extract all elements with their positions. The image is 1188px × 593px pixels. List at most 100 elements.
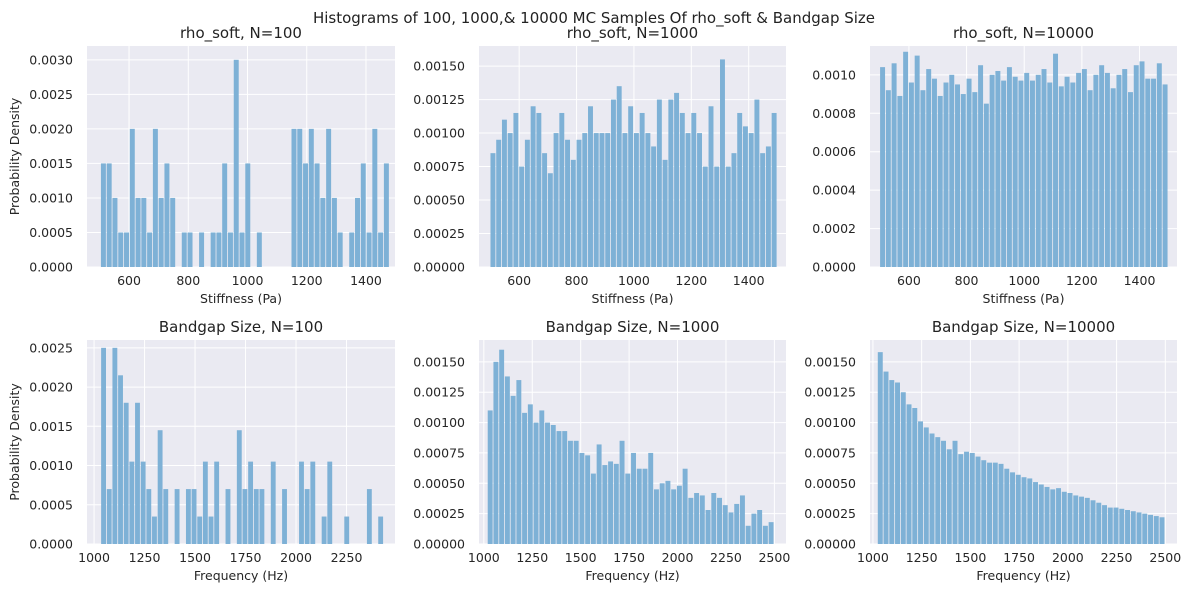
- histogram-bar: [610, 99, 616, 267]
- histogram-bar: [952, 440, 958, 544]
- histogram-bar: [722, 505, 728, 544]
- histogram-bar: [135, 402, 140, 544]
- x-tick-label: 600: [117, 273, 141, 288]
- histogram-bar: [297, 128, 303, 267]
- histogram-bar: [966, 78, 972, 268]
- y-tick-label: 0.00050: [413, 476, 465, 491]
- y-tick-label: 0.0000: [29, 537, 73, 552]
- histogram-bar: [553, 133, 559, 267]
- x-tick-label: 1400: [1124, 273, 1156, 288]
- histogram-bar: [992, 462, 998, 544]
- histogram-bar: [941, 440, 946, 544]
- y-tick-label: 0.0000: [29, 260, 73, 275]
- histogram-bar: [181, 232, 187, 267]
- histogram-bar: [593, 133, 599, 267]
- histogram-bar: [964, 451, 969, 544]
- histogram-bar: [613, 463, 619, 544]
- histogram-bar: [112, 197, 118, 267]
- histogram-bar: [504, 376, 510, 544]
- histogram-bar: [631, 452, 636, 544]
- histogram-bar: [101, 347, 106, 544]
- y-tick-label: 0.0010: [29, 190, 73, 205]
- histogram-bar: [978, 65, 984, 267]
- histogram-bar: [539, 410, 545, 544]
- histogram-bar: [656, 99, 662, 267]
- histogram-bar: [636, 468, 642, 544]
- x-tick-label: 1500: [179, 550, 211, 565]
- histogram-bar: [616, 86, 622, 267]
- histogram-bar: [602, 465, 608, 544]
- histogram-bar: [908, 82, 914, 267]
- x-tick-label: 1750: [613, 550, 645, 565]
- histogram-bar: [659, 483, 665, 544]
- histogram-bar: [702, 166, 708, 267]
- histogram-bar: [739, 495, 745, 544]
- histogram-bar: [619, 440, 625, 544]
- histogram-bar: [545, 422, 550, 544]
- y-tick-label: 0.00125: [413, 92, 465, 107]
- histogram-bar: [748, 133, 754, 267]
- y-tick-label: 0.00100: [804, 415, 856, 430]
- histogram-bar: [923, 427, 929, 544]
- subplot-6: Bandgap Size, N=10000 0.00000 0.00025 0.000…: [804, 318, 1181, 583]
- histogram-bar: [588, 106, 593, 267]
- bars: [101, 347, 384, 544]
- histogram-bar: [533, 422, 539, 544]
- histogram-bar: [185, 489, 191, 544]
- histogram-bar: [199, 232, 205, 267]
- y-tick-label: 0.00050: [413, 193, 465, 208]
- y-tick-label: 0.00150: [413, 59, 465, 74]
- histogram-bar: [202, 461, 208, 544]
- x-tick-label: 1250: [516, 550, 548, 565]
- y-tick-label: 0.00125: [804, 385, 856, 400]
- histogram-bar: [731, 153, 737, 267]
- histogram-bar: [960, 94, 966, 267]
- y-tick-label: 0.00025: [413, 506, 465, 521]
- histogram-bar: [1012, 76, 1018, 267]
- histogram-bar: [1110, 88, 1116, 267]
- y-tick-label: 0.00075: [413, 445, 465, 460]
- y-tick-label: 0.0015: [29, 156, 73, 171]
- histogram-bar: [665, 480, 671, 544]
- histogram-bar: [372, 128, 378, 267]
- histogram-bar: [708, 106, 714, 267]
- histogram-bar: [135, 197, 141, 267]
- y-tick-label: 0.0005: [29, 497, 73, 512]
- x-tick-label: 800: [565, 273, 589, 288]
- histogram-bar: [725, 166, 731, 267]
- histogram-bar: [883, 371, 889, 544]
- histogram-bar: [118, 232, 124, 267]
- histogram-bar: [547, 173, 553, 267]
- histogram-bar: [720, 59, 725, 268]
- histogram-bar: [937, 95, 943, 268]
- histogram-bar: [889, 380, 895, 544]
- histogram-bar: [1047, 82, 1053, 267]
- histogram-bar: [751, 513, 757, 544]
- histogram-bar: [1127, 92, 1133, 268]
- y-tick-label: 0.0030: [29, 52, 73, 67]
- histogram-bar: [1119, 508, 1125, 544]
- histogram-bar: [1033, 482, 1039, 544]
- histogram-bar: [1056, 488, 1062, 544]
- histogram-bar: [1107, 507, 1113, 544]
- histogram-bar: [1133, 65, 1139, 267]
- histogram-bar: [895, 382, 900, 544]
- histogram-bar: [877, 352, 883, 544]
- histogram-bar: [608, 461, 614, 544]
- histogram-bar: [573, 440, 579, 544]
- y-tick-label: 0.00025: [413, 226, 465, 241]
- histogram-bar: [236, 430, 242, 544]
- histogram-bar: [152, 128, 158, 267]
- y-tick-label: 0.00100: [413, 126, 465, 141]
- subplot-title: Bandgap Size, N=10000: [932, 318, 1115, 336]
- histogram-bar: [321, 516, 327, 544]
- histogram-bar: [935, 437, 941, 544]
- subplot-2: rho_soft, N=1000 0.00000 0.00025 0.00050 0.0…: [413, 24, 786, 306]
- bars: [490, 59, 777, 268]
- histogram-bar: [158, 197, 164, 267]
- histogram-bar: [699, 495, 705, 544]
- histogram-bar: [691, 112, 697, 267]
- histogram-bar: [174, 489, 180, 544]
- histogram-bar: [1070, 82, 1076, 267]
- histogram-bar: [487, 410, 493, 544]
